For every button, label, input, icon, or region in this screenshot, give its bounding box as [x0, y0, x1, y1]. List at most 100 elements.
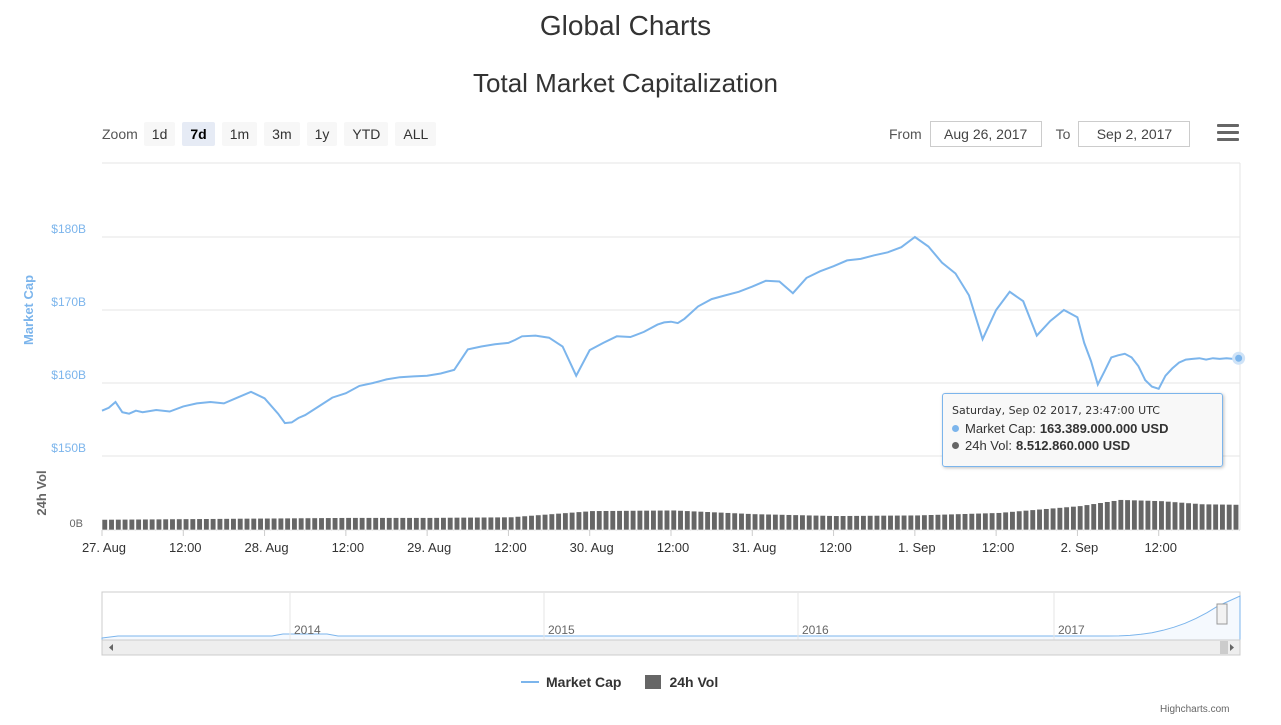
vol-bar	[487, 516, 494, 531]
vol-bar	[196, 518, 203, 531]
vol-bar	[1192, 503, 1199, 531]
vol-bar	[751, 513, 759, 531]
vol-bar	[1138, 499, 1145, 531]
vol-bar	[812, 514, 820, 531]
vol-bar	[1077, 505, 1084, 531]
zoom-all-button[interactable]: ALL	[395, 122, 437, 146]
hamburger-icon[interactable]	[1217, 124, 1239, 144]
vol-bar	[447, 517, 454, 531]
vol-bar	[237, 518, 244, 531]
vol-bar	[995, 512, 1002, 531]
vol-bar	[115, 519, 122, 531]
legend-item-vol[interactable]: 24h Vol	[645, 674, 718, 690]
vol-bar	[1199, 503, 1206, 531]
zoom-ytd-button[interactable]: YTD	[344, 122, 389, 146]
vol-bar	[257, 517, 264, 531]
vol-bar	[657, 509, 664, 531]
vol-bar	[426, 517, 433, 531]
legend-market-cap-label: Market Cap	[546, 674, 622, 690]
credits-link[interactable]: Highcharts.com	[1160, 704, 1230, 715]
vol-bar	[792, 514, 799, 531]
navigator[interactable]: 2014 2015 2016 2017	[101, 591, 1241, 656]
to-date-input[interactable]	[1078, 121, 1191, 147]
zoom-1d-button[interactable]: 1d	[143, 122, 176, 146]
vol-bar	[860, 515, 867, 531]
vol-bar	[1056, 507, 1063, 531]
x-tick-label: 30. Aug	[570, 540, 614, 555]
x-tick-label: 12:00	[982, 540, 1015, 555]
vol-bar	[535, 514, 542, 531]
vol-bar	[406, 517, 413, 531]
vol-bar	[304, 517, 312, 531]
tooltip-header: Saturday, Sep 02 2017, 23:47:00 UTC	[952, 404, 1160, 417]
y-tick-label: $150B	[51, 441, 86, 455]
vol-bar	[961, 513, 969, 531]
vol-bar	[135, 518, 142, 531]
legend-line-icon	[521, 681, 539, 683]
x-tick-label: 29. Aug	[407, 540, 451, 555]
vol-bar	[887, 515, 894, 531]
vol-bar	[968, 513, 975, 531]
vol-bar	[1070, 506, 1077, 531]
vol-bar	[846, 515, 853, 531]
vol-bar	[975, 512, 982, 531]
vol-bar	[880, 515, 887, 531]
tooltip-market-cap-row: Market Cap: 163.389.000.000 USD	[952, 421, 1213, 436]
vol-bar	[379, 517, 386, 531]
zoom-1y-button[interactable]: 1y	[306, 122, 338, 146]
volume-bars	[101, 499, 1240, 531]
vol-bar	[548, 513, 555, 531]
vol-bar	[623, 510, 630, 531]
vol-bar	[1043, 508, 1050, 531]
vol-bar	[562, 512, 569, 531]
legend: Market Cap 24h Vol	[521, 674, 742, 690]
vol-bar	[589, 510, 596, 531]
vol-bar	[176, 518, 183, 531]
zoom-7d-button[interactable]: 7d	[182, 122, 215, 146]
vol-bar	[1029, 509, 1036, 531]
vol-bar	[155, 518, 162, 531]
vol-bar	[467, 516, 474, 531]
vol-bar	[1158, 500, 1165, 531]
zoom-1m-button[interactable]: 1m	[221, 122, 258, 146]
vol-bar	[670, 509, 677, 531]
zoom-label: Zoom	[102, 126, 138, 142]
vol-bar	[718, 512, 725, 531]
vol-bar	[901, 514, 908, 531]
vol-bar	[325, 517, 332, 531]
legend-item-market-cap[interactable]: Market Cap	[521, 674, 621, 690]
y-axis-title: Market Cap	[21, 275, 36, 345]
vol-bar	[711, 511, 718, 531]
vol-bar	[914, 514, 921, 531]
vol-bar	[609, 510, 616, 531]
vol-bar	[359, 517, 366, 531]
vol-bar	[243, 518, 251, 531]
vol-bar	[1232, 504, 1240, 531]
vol-bar	[704, 511, 711, 531]
vol-bar	[738, 512, 745, 531]
from-date-input[interactable]	[929, 121, 1042, 147]
vol-bar	[474, 516, 481, 531]
vol-bar	[582, 510, 589, 531]
tooltip-vol-value: 8.512.860.000 USD	[1016, 438, 1131, 453]
vol-bar	[142, 518, 149, 531]
vol-bar	[785, 514, 792, 531]
vol-bar	[230, 518, 237, 531]
vol-bar	[779, 514, 786, 531]
vol-bar	[772, 514, 779, 531]
vol-bar	[663, 509, 671, 531]
navigator-year-label: 2017	[1058, 623, 1085, 637]
vol-bar	[365, 517, 372, 531]
x-tick-label: 12:00	[169, 540, 202, 555]
vol-bar	[250, 518, 257, 531]
legend-box-icon	[645, 675, 662, 689]
vol-bar	[677, 510, 684, 531]
zoom-3m-button[interactable]: 3m	[264, 122, 300, 146]
vol-bar	[311, 517, 318, 531]
vol-bar	[840, 515, 847, 531]
vol-bar	[298, 517, 305, 531]
vol-bar	[128, 518, 135, 531]
vol-bar	[907, 514, 914, 531]
vol-bar	[819, 515, 826, 531]
